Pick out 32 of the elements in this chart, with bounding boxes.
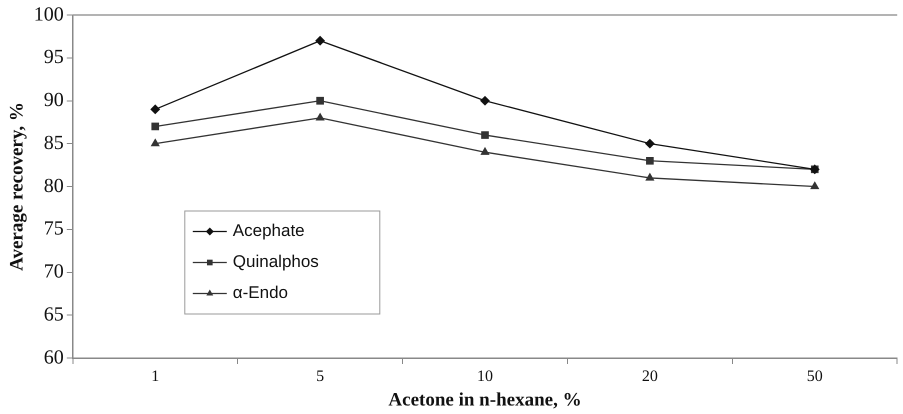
x-axis-title: Acetone in n-hexane, % [388, 390, 582, 411]
x-tick-label: 5 [316, 368, 324, 385]
x-tick-label: 20 [642, 368, 658, 385]
y-tick-label: 95 [44, 46, 64, 68]
legend-label: Quinalphos [232, 252, 319, 272]
point [151, 122, 160, 130]
y-axis-title: Average recovery, % [6, 102, 28, 271]
point [316, 96, 324, 105]
point [315, 36, 325, 46]
y-tick-label: 70 [44, 260, 64, 282]
y-tick-label: 100 [34, 3, 64, 26]
point [646, 156, 654, 165]
x-tick-label: 50 [806, 368, 823, 385]
y-tick-label: 75 [44, 218, 64, 240]
y-tick-label: 85 [44, 132, 64, 154]
point [646, 173, 654, 181]
y-tick-label: 80 [44, 174, 64, 197]
point [810, 182, 819, 190]
x-tick-label: 10 [477, 368, 493, 385]
point [480, 148, 490, 155]
point [316, 113, 324, 121]
y-tick-label: 60 [44, 346, 64, 368]
point [481, 131, 489, 139]
legend-label: α-Endo [232, 283, 288, 302]
point [151, 138, 160, 146]
point [480, 96, 490, 106]
legend-label: Acephate [232, 221, 305, 240]
point [150, 104, 160, 114]
y-tick-label: 90 [44, 89, 64, 111]
point [645, 138, 655, 148]
y-tick-label: 65 [44, 303, 64, 326]
x-tick-label: 1 [151, 368, 160, 385]
